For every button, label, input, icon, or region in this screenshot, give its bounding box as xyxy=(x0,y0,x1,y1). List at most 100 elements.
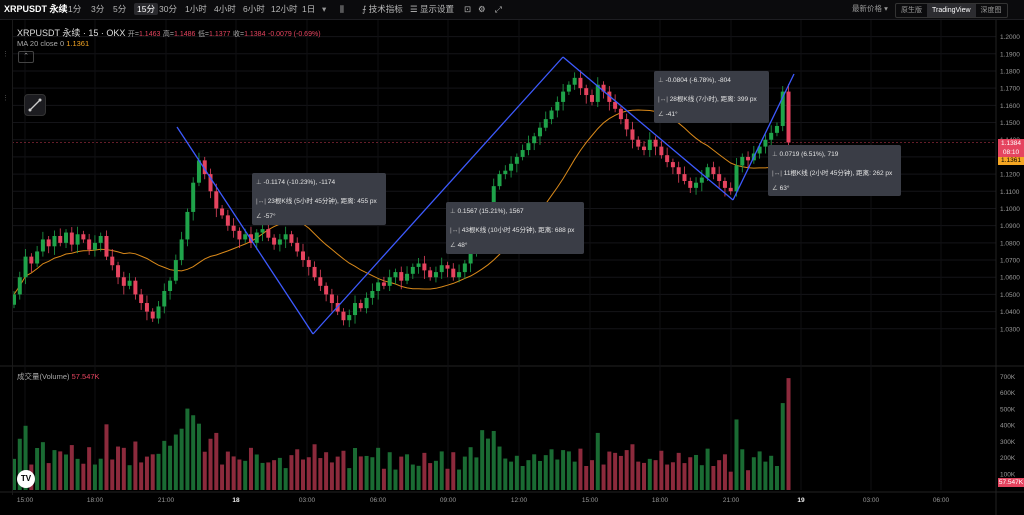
candle-body xyxy=(555,101,560,111)
fullscreen-icon[interactable]: ⤢ xyxy=(495,4,502,14)
volume-bar xyxy=(17,438,22,490)
measurement-text: 23根K线 (5小时 45分钟), 距离: 455 px xyxy=(267,198,377,205)
volume-bar xyxy=(653,460,658,490)
volume-bar xyxy=(393,469,398,490)
measurement-text: 63° xyxy=(779,185,790,192)
candle-body xyxy=(272,237,277,245)
candle-body xyxy=(659,146,664,156)
volume-bar xyxy=(751,457,756,490)
volume-bar xyxy=(358,456,363,490)
interval-tab-6[interactable]: 4小时 xyxy=(214,4,236,14)
candle-body xyxy=(237,230,242,240)
interval-tab-4[interactable]: 30分 xyxy=(159,4,177,14)
volume-bar xyxy=(468,447,473,490)
trend-line-icon xyxy=(28,98,42,112)
time-tick-label: 21:00 xyxy=(723,497,740,504)
interval-tab-5[interactable]: 1小时 xyxy=(185,4,207,14)
toolbar-handle-icon-2[interactable]: ⋮ xyxy=(2,95,9,102)
volume-bar xyxy=(584,466,589,490)
candle-body xyxy=(329,294,334,304)
volume-bar xyxy=(289,455,294,490)
volume-bar xyxy=(98,458,103,490)
volume-bar xyxy=(196,423,201,490)
volume-bar xyxy=(208,438,213,490)
candle-type-icon[interactable]: ⫼ xyxy=(340,4,344,14)
trend-lines[interactable] xyxy=(176,56,795,335)
candle-body xyxy=(301,251,305,261)
view-tradingview[interactable]: TradingView xyxy=(927,4,976,17)
interval-tab-9[interactable]: 1日 xyxy=(302,4,316,14)
volume-value: 57.547K xyxy=(71,372,100,381)
candle-body xyxy=(12,294,16,305)
view-depth[interactable]: 深度图 xyxy=(980,7,1002,14)
chart-area[interactable]: 1.2000 1.1900 1.1800 1.1700 1.1600 1.1500 1.14… xyxy=(0,20,1024,515)
volume-bar xyxy=(647,458,652,490)
measurement-box-3: ⊥ 0.0719 (6.51%), 719 |↔| 11根K线 (2小时 45分钟… xyxy=(768,145,901,196)
volume-bar xyxy=(566,451,571,490)
display-settings-button[interactable]: ☰ 显示设置 xyxy=(410,3,454,15)
candle-body xyxy=(75,234,80,245)
candle-body xyxy=(168,280,173,291)
interval-dropdown-icon[interactable]: ▾ xyxy=(322,4,327,14)
volume-bar xyxy=(156,453,161,490)
volume-bar xyxy=(185,408,190,490)
indicators-button[interactable]: ⨍ 技术指标 xyxy=(362,3,403,15)
volume-bar xyxy=(121,447,126,490)
gear-icon[interactable]: ⚙ xyxy=(478,4,486,14)
volume-bar xyxy=(133,441,138,490)
volume-bar xyxy=(416,465,421,490)
candle-body xyxy=(457,272,462,278)
trend-tool-button[interactable] xyxy=(24,94,46,116)
symbol-selector[interactable]: XRPUSDT 永续 xyxy=(4,4,68,14)
candle-body xyxy=(220,208,225,216)
interval-tab-0[interactable]: 1分 xyxy=(68,4,82,14)
volume-bar xyxy=(220,464,225,490)
time-tick-label: 03:00 xyxy=(299,497,316,504)
interval-tab-3[interactable]: 15分 xyxy=(134,3,158,15)
ma-label: MA 20 close 0 xyxy=(17,39,65,48)
chart-grid xyxy=(0,20,1024,515)
measurement-row: ⊥ 0.0719 (6.51%), 719 xyxy=(772,150,838,158)
candle-body xyxy=(757,146,762,154)
candle-body xyxy=(514,156,519,164)
candle-body xyxy=(728,187,733,192)
measurement-row: ∠ 63° xyxy=(772,184,789,192)
candle-body xyxy=(566,84,571,92)
view-native[interactable]: 原生版 xyxy=(901,7,922,14)
high-value: 1.1486 xyxy=(174,31,196,38)
volume-tick-label: 200K xyxy=(1000,455,1016,462)
volume-bar xyxy=(601,464,606,490)
volume-bar xyxy=(433,460,438,490)
candle-body xyxy=(17,277,22,295)
volume-bar xyxy=(457,469,462,490)
candle-body xyxy=(647,139,652,151)
candle-body xyxy=(410,266,415,274)
candle-body xyxy=(746,156,751,161)
candle-body xyxy=(526,143,531,151)
candle-body xyxy=(601,84,606,92)
interval-tab-1[interactable]: 3分 xyxy=(91,4,105,14)
interval-tab-7[interactable]: 6小时 xyxy=(243,4,265,14)
candle-body xyxy=(104,235,109,257)
candle-body xyxy=(682,174,687,181)
price-tick-label: 1.1200 xyxy=(1000,172,1020,179)
volume-bar xyxy=(595,432,600,490)
interval-tab-2[interactable]: 5分 xyxy=(113,4,127,14)
measurement-row: ∠ 48° xyxy=(450,241,467,249)
volume-bar xyxy=(711,466,716,490)
candle-body xyxy=(578,77,583,89)
volume-bar xyxy=(769,455,774,490)
high-label: 高= xyxy=(162,31,174,38)
collapse-legend-button[interactable]: ⌃ xyxy=(18,51,34,63)
time-tick-label: 18:00 xyxy=(87,497,104,504)
price-type-select[interactable]: 最新价格 ▾ xyxy=(852,4,888,13)
candle-body xyxy=(549,110,554,120)
toolbar-handle-icon[interactable]: ⋮ xyxy=(2,51,9,58)
volume-bar xyxy=(301,459,305,490)
open-value: 1.1463 xyxy=(138,31,161,38)
ma-legend: MA 20 close 0 1.1361 xyxy=(17,39,89,48)
interval-tab-8[interactable]: 12小时 xyxy=(271,4,298,14)
volume-bar xyxy=(630,444,635,490)
candle-body xyxy=(491,186,496,209)
camera-icon[interactable]: ⊡ xyxy=(464,4,472,14)
